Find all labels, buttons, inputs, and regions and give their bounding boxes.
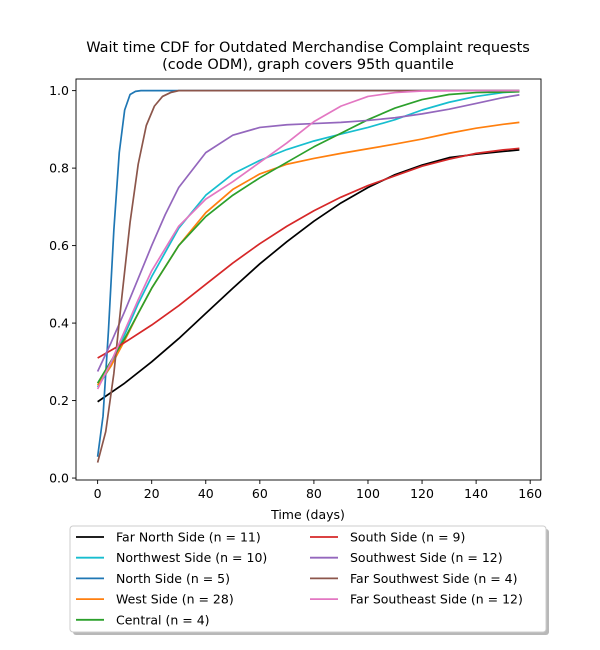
series-group (96, 89, 520, 463)
chart-title: Wait time CDF for Outdated Merchandise C… (86, 40, 530, 56)
legend-label: North Side (n = 5) (116, 571, 230, 586)
legend-label: South Side (n = 9) (350, 530, 465, 545)
plot-frame (75, 78, 542, 481)
legend-frame (69, 525, 547, 633)
series-line-7 (96, 89, 520, 463)
x-axis-label: Time (days) (270, 507, 345, 522)
legend-entry: Southwest Side (n = 12) (310, 550, 503, 565)
legend-label: West Side (n = 28) (116, 592, 234, 607)
legend: Far North Side (n = 11) Northwest Side (n… (69, 525, 549, 635)
legend-label: Far North Side (n = 11) (116, 530, 261, 545)
series-line-0 (97, 149, 520, 403)
x-tick-label: 20 (144, 486, 160, 501)
legend-entry: South Side (n = 9) (310, 530, 465, 545)
y-tick-label: 0.4 (49, 316, 69, 331)
series-line-3 (96, 121, 520, 386)
legend-entry: Northwest Side (n = 10) (76, 550, 267, 565)
x-tick-label: 40 (198, 486, 214, 501)
x-tick-label: 80 (306, 486, 322, 501)
series-line-8 (96, 89, 520, 390)
series-line-1 (96, 90, 520, 388)
series-line-5 (97, 147, 520, 359)
series-line-6 (96, 94, 520, 372)
x-tick-label: 60 (252, 486, 268, 501)
chart-subtitle: (code ODM), graph covers 95th quantile (162, 57, 454, 73)
legend-label: Central (n = 4) (116, 612, 210, 627)
x-tick-label: 120 (410, 486, 434, 501)
legend-entry: Far Southwest Side (n = 4) (310, 571, 518, 586)
legend-label: Northwest Side (n = 10) (116, 550, 267, 565)
y-tick-label: 0.8 (49, 161, 69, 176)
y-tick-label: 0.2 (49, 393, 69, 408)
x-tick-label: 160 (518, 486, 542, 501)
legend-label: Far Southeast Side (n = 12) (350, 592, 523, 607)
y-tick-label: 1.0 (49, 83, 69, 98)
plot-area: 0 20 40 60 80 100 120 140 160 0.0 0.2 0.4 0.6 0.8 1.0 (49, 78, 542, 501)
legend-entry: North Side (n = 5) (76, 571, 230, 586)
legend-entry: Far Southeast Side (n = 12) (310, 592, 523, 607)
y-tick-label: 0.0 (49, 471, 69, 486)
legend-entry: West Side (n = 28) (76, 592, 234, 607)
legend-entry: Far North Side (n = 11) (76, 530, 261, 545)
legend-label: Far Southwest Side (n = 4) (350, 571, 518, 586)
x-tick-label: 100 (356, 486, 380, 501)
series-line-4 (96, 90, 520, 384)
x-tick-label: 0 (94, 486, 102, 501)
legend-entry: Central (n = 4) (76, 612, 210, 627)
legend-label: Southwest Side (n = 12) (350, 550, 503, 565)
x-tick-label: 140 (464, 486, 488, 501)
y-tick-label: 0.6 (49, 238, 69, 253)
